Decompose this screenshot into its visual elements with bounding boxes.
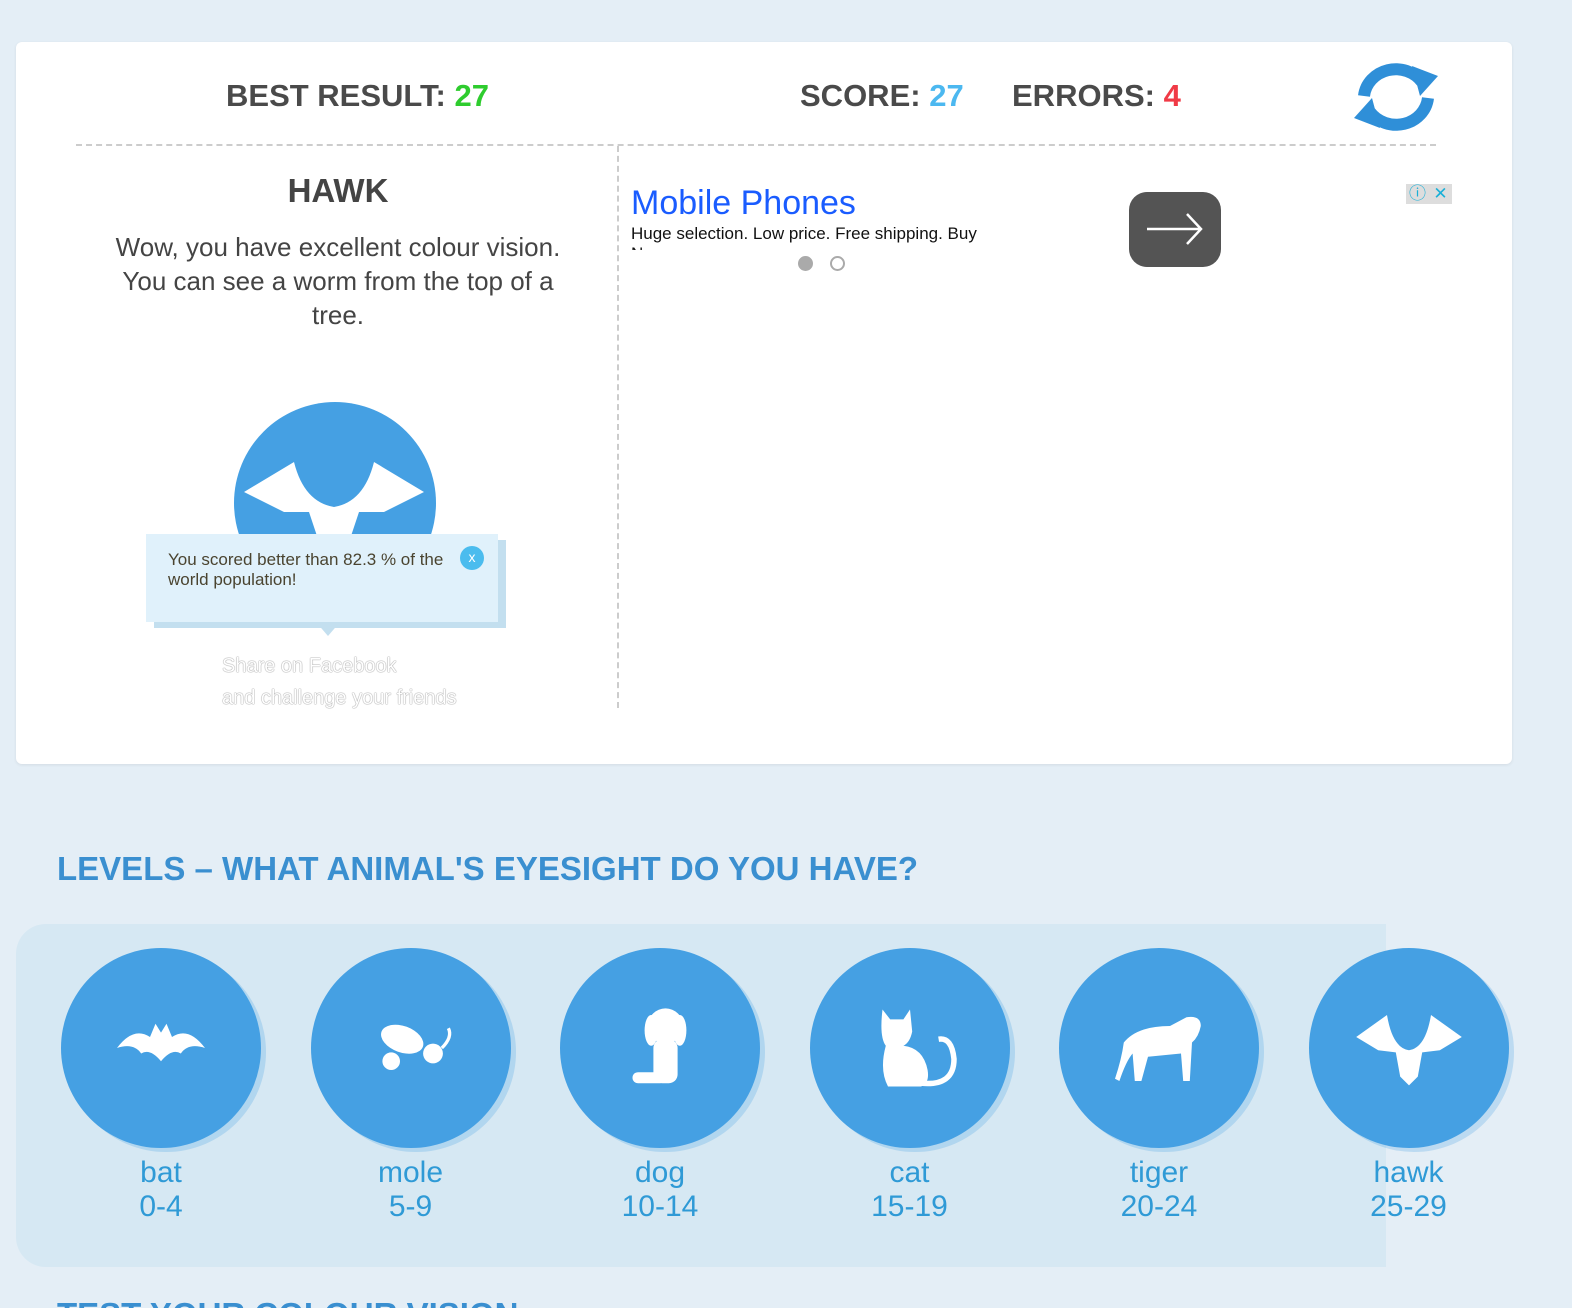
cat-icon [880, 1009, 957, 1087]
level-bat[interactable]: bat 0-4 [61, 948, 261, 1224]
share-line-2: and challenge your friends [222, 687, 457, 709]
level-mole[interactable]: mole 5-9 [310, 948, 511, 1224]
level-name: mole [377, 1156, 444, 1189]
level-badge[interactable] [809, 948, 1010, 1148]
share-line-1: Share on Facebook [222, 655, 397, 677]
level-range: 15-19 [871, 1190, 948, 1223]
errors-label: ERRORS: [1012, 78, 1155, 113]
ad-go-button[interactable] [1129, 192, 1221, 267]
level-badge[interactable] [1059, 948, 1259, 1148]
ad-choices: ⓘ ✕ [1406, 184, 1452, 204]
errors: ERRORS: 4 [1012, 78, 1181, 114]
level-hawk[interactable]: hawk 25-29 [1308, 948, 1509, 1224]
level-badge[interactable] [61, 948, 261, 1148]
game-card [16, 42, 1512, 764]
share-facebook-link[interactable]: Share on Facebook and challenge your frie… [222, 650, 457, 714]
level-name: dog [634, 1156, 686, 1189]
dog-icon [632, 1008, 687, 1084]
level-tiger[interactable]: tiger 20-24 [1059, 948, 1259, 1224]
tiger-icon [1115, 1016, 1201, 1081]
ad-text: Huge selection. Low price. Free shipping… [631, 224, 977, 250]
ad-title-link[interactable]: Mobile Phones [631, 184, 856, 222]
close-icon[interactable]: ✕ [1433, 184, 1448, 203]
tooltip-arrow [316, 622, 340, 636]
level-cat[interactable]: cat 15-19 [809, 948, 1010, 1224]
level-badge[interactable] [310, 948, 511, 1148]
level-name: hawk [1373, 1156, 1444, 1189]
level-badge[interactable] [560, 948, 760, 1148]
errors-value: 4 [1163, 78, 1181, 113]
best-result: BEST RESULT: 27 [226, 78, 489, 114]
best-result-value: 27 [454, 78, 489, 113]
refresh-icon[interactable] [1352, 60, 1440, 134]
ad-carousel-dot-active[interactable] [798, 256, 813, 271]
hawk-icon [244, 462, 424, 542]
level-name: cat [889, 1156, 930, 1189]
level-title: HAWK [287, 172, 389, 209]
level-range: 25-29 [1370, 1190, 1447, 1223]
level-range: 0-4 [139, 1190, 183, 1223]
tooltip-text: You scored better than 82.3 % of the wor… [168, 550, 444, 589]
test-heading: TEST YOUR COLOUR VISION [57, 1296, 518, 1308]
level-name: bat [140, 1156, 182, 1189]
score-value: 27 [929, 78, 964, 113]
level-range: 20-24 [1120, 1190, 1198, 1223]
level-badge[interactable] [1308, 948, 1509, 1148]
divider [617, 146, 619, 708]
hawk-icon [1355, 1015, 1462, 1086]
level-range: 10-14 [621, 1190, 699, 1223]
info-icon[interactable]: ⓘ [1409, 184, 1426, 203]
bat-icon [117, 1023, 205, 1062]
divider [76, 144, 1436, 146]
level-description: Wow, you have excellent colour vision. Y… [115, 232, 561, 330]
score-label: SCORE: [800, 78, 921, 113]
levels-heading: LEVELS – WHAT ANIMAL'S EYESIGHT DO YOU H… [57, 850, 919, 887]
mole-icon [380, 1024, 451, 1070]
best-result-label: BEST RESULT: [226, 78, 446, 113]
level-name: tiger [1129, 1156, 1189, 1189]
ad-carousel-dot[interactable] [830, 256, 845, 271]
level-range: 5-9 [388, 1190, 433, 1223]
tooltip-close-button[interactable]: x [460, 546, 484, 570]
level-dog[interactable]: dog 10-14 [560, 948, 760, 1224]
arrow-right-icon [1147, 213, 1203, 245]
score: SCORE: 27 [800, 78, 964, 114]
percentile-tooltip: You scored better than 82.3 % of the wor… [146, 534, 498, 622]
